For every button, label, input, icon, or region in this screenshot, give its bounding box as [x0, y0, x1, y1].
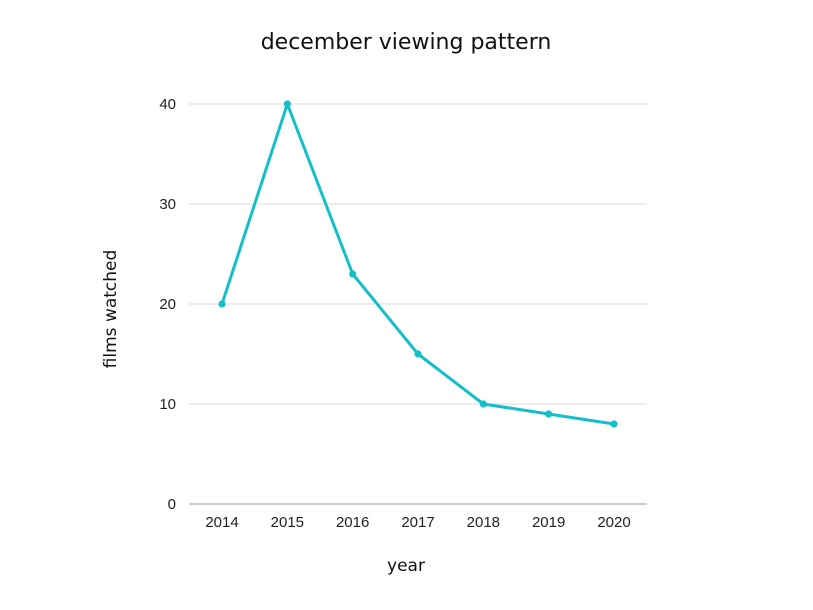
x-tick-label: 2019	[532, 514, 565, 531]
data-point-2014	[218, 300, 226, 308]
gridlines	[189, 103, 647, 405]
data-point-2019	[545, 410, 553, 418]
series-layer	[218, 100, 618, 428]
x-axis-ticks: 2014 2015 2016 2017 2018 2019 2020	[205, 514, 630, 531]
series-line	[220, 102, 616, 426]
x-tick-label: 2014	[205, 514, 238, 531]
y-axis-ticks: 0 10 20 30 40	[159, 96, 176, 513]
x-axis-label: year	[387, 556, 425, 576]
y-tick-label: 30	[159, 196, 176, 213]
y-axis-label: films watched	[101, 250, 121, 369]
data-point-2017	[414, 350, 422, 358]
x-tick-label: 2018	[467, 514, 500, 531]
data-point-2015	[283, 100, 291, 108]
y-tick-label: 0	[168, 496, 176, 513]
y-tick-label: 40	[159, 96, 176, 113]
x-tick-label: 2017	[401, 514, 434, 531]
y-tick-label: 10	[159, 396, 176, 413]
x-tick-label: 2016	[336, 514, 369, 531]
x-tick-label: 2020	[597, 514, 630, 531]
y-tick-label: 20	[159, 296, 176, 313]
chart-title: december viewing pattern	[261, 30, 552, 55]
data-point-2016	[349, 270, 357, 278]
data-point-2018	[479, 400, 487, 408]
x-tick-label: 2015	[271, 514, 304, 531]
data-point-2020	[610, 420, 618, 428]
